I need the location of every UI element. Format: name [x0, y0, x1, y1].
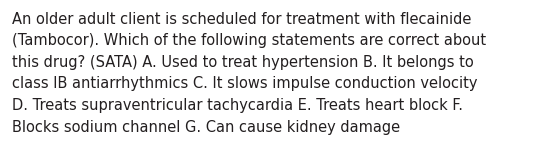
Text: An older adult client is scheduled for treatment with flecainide
(Tambocor). Whi: An older adult client is scheduled for t…	[12, 12, 487, 135]
